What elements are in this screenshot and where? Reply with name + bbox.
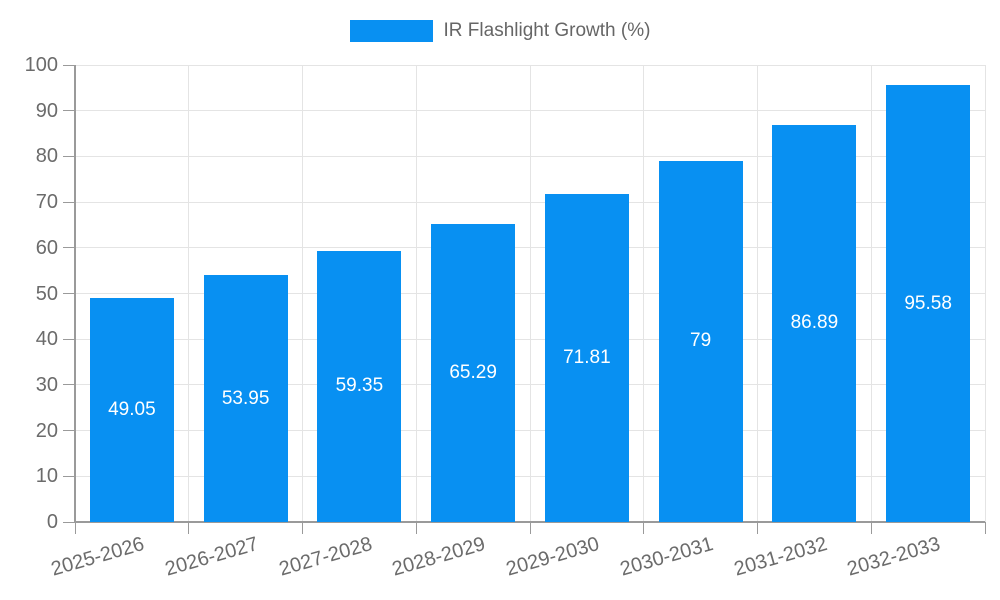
bar-value-label: 65.29 bbox=[449, 361, 497, 383]
x-gridline bbox=[529, 65, 531, 522]
bar[interactable] bbox=[658, 160, 743, 522]
x-axis-tick-label: 2032-2033 bbox=[845, 533, 944, 581]
x-axis-tick bbox=[870, 522, 872, 534]
legend-swatch bbox=[349, 20, 433, 42]
x-gridline bbox=[984, 65, 986, 522]
x-axis-tick bbox=[757, 522, 758, 534]
bar-value-label: 71.81 bbox=[563, 346, 611, 368]
x-axis-tick bbox=[984, 522, 986, 534]
x-axis-line bbox=[75, 521, 985, 523]
x-axis-tick-label: 2028-2029 bbox=[390, 533, 489, 581]
x-axis-tick-label: 2029-2030 bbox=[503, 533, 602, 581]
bar-value-label: 59.35 bbox=[335, 375, 384, 397]
bar[interactable] bbox=[886, 85, 971, 522]
bar[interactable] bbox=[203, 275, 288, 522]
x-gridline bbox=[415, 65, 417, 522]
x-axis-tick-label: 2027-2028 bbox=[276, 533, 375, 581]
x-axis-tick-label: 2026-2027 bbox=[162, 533, 261, 581]
x-axis-tick bbox=[529, 522, 531, 534]
bar[interactable] bbox=[317, 250, 402, 522]
y-axis-tick-label: 100 bbox=[24, 54, 58, 76]
y-axis-tick bbox=[63, 430, 75, 432]
y-axis-tick-label: 30 bbox=[35, 373, 58, 396]
bar-value-label: 86.89 bbox=[790, 312, 839, 334]
y-axis-tick-label: 0 bbox=[46, 511, 58, 533]
y-axis-tick-label: 40 bbox=[35, 328, 58, 351]
x-axis-tick-label: 2025-2026 bbox=[48, 533, 147, 581]
y-axis-tick-label: 80 bbox=[35, 145, 58, 168]
y-axis-tick-label: 20 bbox=[35, 419, 58, 442]
y-axis-tick bbox=[63, 64, 75, 66]
x-axis-tick bbox=[643, 522, 645, 534]
x-gridline bbox=[188, 65, 190, 522]
legend-label: IR Flashlight Growth (%) bbox=[443, 20, 651, 41]
y-axis-tick-label: 70 bbox=[35, 191, 58, 214]
y-axis-tick bbox=[63, 521, 75, 523]
x-axis-tick bbox=[302, 522, 303, 534]
y-axis-tick-label: 60 bbox=[35, 236, 58, 259]
bar-value-label: 53.95 bbox=[221, 387, 270, 409]
y-axis-tick-label: 10 bbox=[35, 465, 58, 488]
x-axis-tick bbox=[415, 522, 417, 534]
bar[interactable] bbox=[544, 193, 629, 522]
y-axis-tick bbox=[63, 384, 75, 386]
x-axis-tick-label: 2031-2032 bbox=[731, 533, 830, 581]
y-axis-tick bbox=[63, 201, 75, 203]
y-axis-tick bbox=[63, 338, 75, 340]
x-axis-tick-label: 2030-2031 bbox=[617, 533, 716, 581]
x-gridline bbox=[870, 65, 872, 522]
bar-value-label: 49.05 bbox=[108, 398, 156, 420]
x-gridline bbox=[643, 65, 645, 522]
y-axis-line bbox=[74, 65, 76, 522]
x-gridline bbox=[757, 65, 758, 522]
bar-value-label: 79 bbox=[690, 330, 712, 352]
y-axis-tick bbox=[63, 110, 75, 112]
y-axis-tick bbox=[63, 155, 75, 157]
legend[interactable]: IR Flashlight Growth (%) bbox=[0, 14, 1000, 48]
bar[interactable] bbox=[431, 223, 516, 522]
y-axis-tick-label: 90 bbox=[35, 99, 58, 122]
y-axis-tick bbox=[63, 247, 75, 249]
bar[interactable] bbox=[89, 297, 174, 522]
x-gridline bbox=[302, 65, 303, 522]
x-axis-tick bbox=[188, 522, 190, 534]
y-axis-tick bbox=[63, 293, 75, 294]
y-axis-tick bbox=[63, 475, 75, 477]
y-axis-tick-label: 50 bbox=[35, 282, 58, 305]
x-axis-tick bbox=[74, 522, 76, 534]
bar-value-label: 95.58 bbox=[904, 292, 952, 314]
bar[interactable] bbox=[772, 124, 857, 522]
